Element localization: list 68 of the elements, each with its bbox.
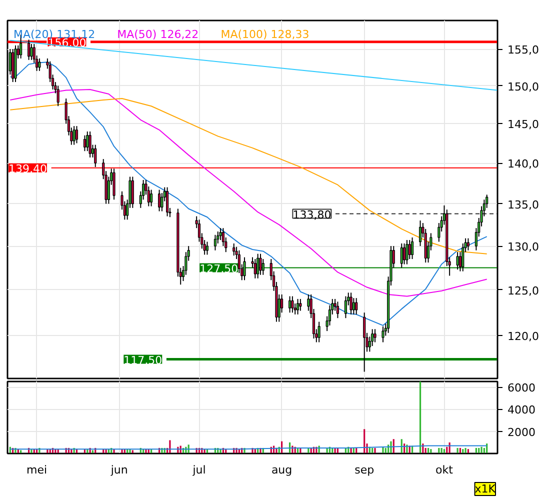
y-tick-label: 2000 xyxy=(508,426,536,439)
candlestick xyxy=(158,189,161,212)
candlestick xyxy=(466,238,470,251)
candlestick xyxy=(296,298,300,315)
candlestick xyxy=(363,312,366,372)
candlestick xyxy=(256,253,260,279)
y-tick-label: 120,0 xyxy=(508,330,539,344)
candlestick xyxy=(458,252,462,272)
candlestick xyxy=(38,58,41,72)
candlestick xyxy=(350,292,352,315)
candlestick xyxy=(206,241,209,256)
candlestick xyxy=(406,240,408,265)
y-tick-label: 140,0 xyxy=(508,158,539,171)
candlestick xyxy=(456,252,459,270)
candlestick xyxy=(30,43,33,60)
y-tick-label: 145,0 xyxy=(508,118,539,132)
candlestick xyxy=(94,144,97,168)
text: MA(50) 126,22 xyxy=(117,28,199,41)
candlestick xyxy=(88,130,92,158)
y-tick-label: 135,0 xyxy=(508,198,539,212)
ref-line-label: 127,50 xyxy=(200,262,238,276)
x-tick-label: jul xyxy=(192,464,206,476)
y-tick-label: 130,0 xyxy=(508,240,539,254)
candlestick xyxy=(75,126,78,144)
candlestick xyxy=(214,234,216,251)
candlestick xyxy=(259,253,262,276)
candlestick xyxy=(411,236,414,260)
candlestick xyxy=(232,242,236,256)
candlestick xyxy=(72,126,76,146)
candlestick xyxy=(83,134,86,152)
text: MA(100) 128,33 xyxy=(220,28,310,41)
y-tick-label: 4000 xyxy=(508,404,536,417)
candlestick xyxy=(462,242,464,272)
y-tick-label: 150,0 xyxy=(508,80,539,94)
candlestick xyxy=(355,298,358,315)
ref-line-label: 133,80 xyxy=(292,208,332,222)
x-tick-label: aug xyxy=(271,464,292,476)
candlestick xyxy=(131,176,134,208)
candlestick xyxy=(254,258,256,279)
x-tick-label: okt xyxy=(436,464,454,476)
line-series xyxy=(10,89,488,297)
candlestick xyxy=(374,328,376,343)
candlestick xyxy=(344,296,347,319)
candlestick xyxy=(166,186,169,217)
ref-line-label: 117,50 xyxy=(124,354,162,367)
candlestick xyxy=(150,189,153,207)
x-tick-label: sep xyxy=(354,464,374,476)
y-tick-label: 6000 xyxy=(508,382,536,395)
candlestick xyxy=(403,242,406,265)
candlestick xyxy=(382,326,384,343)
ref-line-label: 139,40 xyxy=(8,162,47,176)
candlestick xyxy=(400,242,403,268)
candlestick xyxy=(243,256,246,281)
candlestick xyxy=(112,168,116,200)
candlestick xyxy=(56,85,60,107)
y-tick-label: 125,0 xyxy=(508,284,539,298)
candlestick xyxy=(299,298,302,312)
candlestick xyxy=(280,294,284,314)
candlestick xyxy=(336,301,339,319)
candlestick xyxy=(418,220,422,247)
candlestick xyxy=(318,321,320,343)
candlestick xyxy=(28,39,30,60)
x-tick-label: mei xyxy=(26,464,48,476)
x-tick-label: jun xyxy=(110,464,128,476)
line-series xyxy=(10,98,488,254)
candlestick xyxy=(291,296,294,314)
candlestick xyxy=(288,296,292,314)
y-tick-label: 155,0 xyxy=(508,44,539,57)
